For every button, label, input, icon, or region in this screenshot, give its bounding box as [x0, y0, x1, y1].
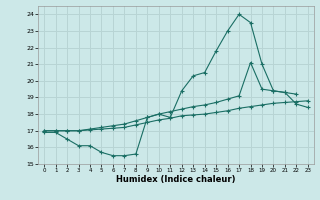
X-axis label: Humidex (Indice chaleur): Humidex (Indice chaleur): [116, 175, 236, 184]
